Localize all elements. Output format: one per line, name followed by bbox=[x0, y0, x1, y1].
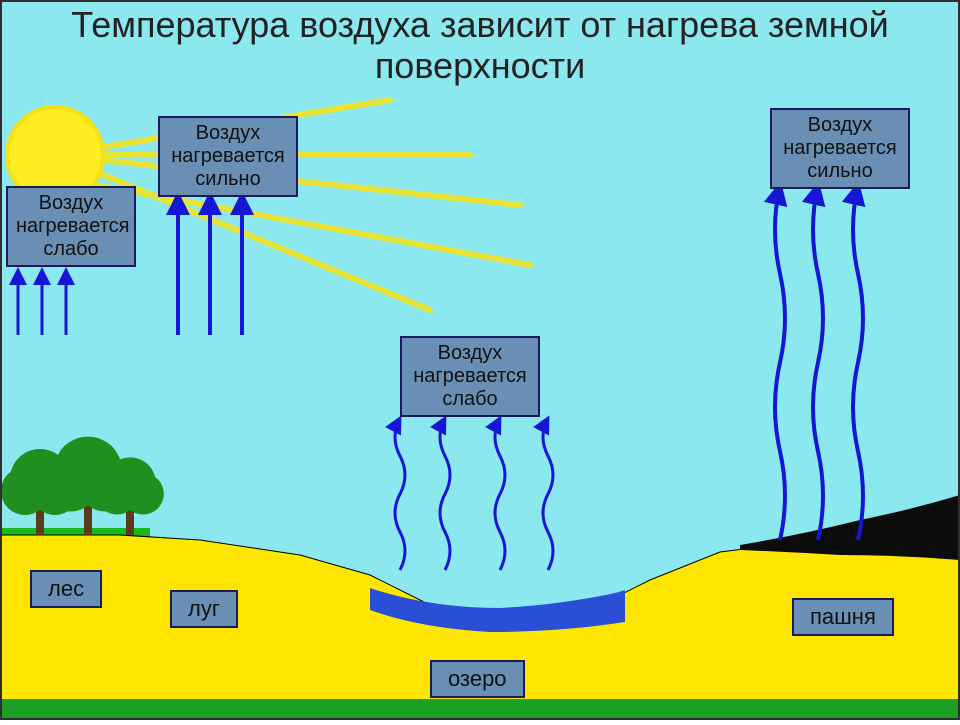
label-line: сильно bbox=[168, 168, 288, 191]
label-line: Воздух bbox=[410, 342, 530, 365]
forest-name: лес bbox=[30, 570, 102, 608]
meadow-name: луг bbox=[170, 590, 238, 628]
page-title: Температура воздуха зависит от нагрева з… bbox=[0, 4, 960, 87]
label-line: нагревается bbox=[780, 137, 900, 160]
label-line: слабо bbox=[16, 238, 126, 261]
label-line: слабо bbox=[410, 388, 530, 411]
tree-foliage bbox=[122, 473, 164, 515]
lake-name: озеро bbox=[430, 660, 525, 698]
meadow-label: Воздухнагреваетсясильно bbox=[158, 116, 298, 197]
label-line: Воздух bbox=[780, 114, 900, 137]
forest-label: Воздухнагреваетсяслабо bbox=[6, 186, 136, 267]
label-line: сильно bbox=[780, 160, 900, 183]
label-line: Воздух bbox=[16, 192, 126, 215]
label-line: нагревается bbox=[16, 215, 126, 238]
diagram-canvas: Температура воздуха зависит от нагрева з… bbox=[0, 0, 960, 720]
label-line: нагревается bbox=[410, 365, 530, 388]
label-line: Воздух bbox=[168, 122, 288, 145]
field-name: пашня bbox=[792, 598, 894, 636]
lake-label: Воздухнагреваетсяслабо bbox=[400, 336, 540, 417]
field-label: Воздухнагреваетсясильно bbox=[770, 108, 910, 189]
label-line: нагревается bbox=[168, 145, 288, 168]
bottom-strip bbox=[0, 700, 960, 720]
